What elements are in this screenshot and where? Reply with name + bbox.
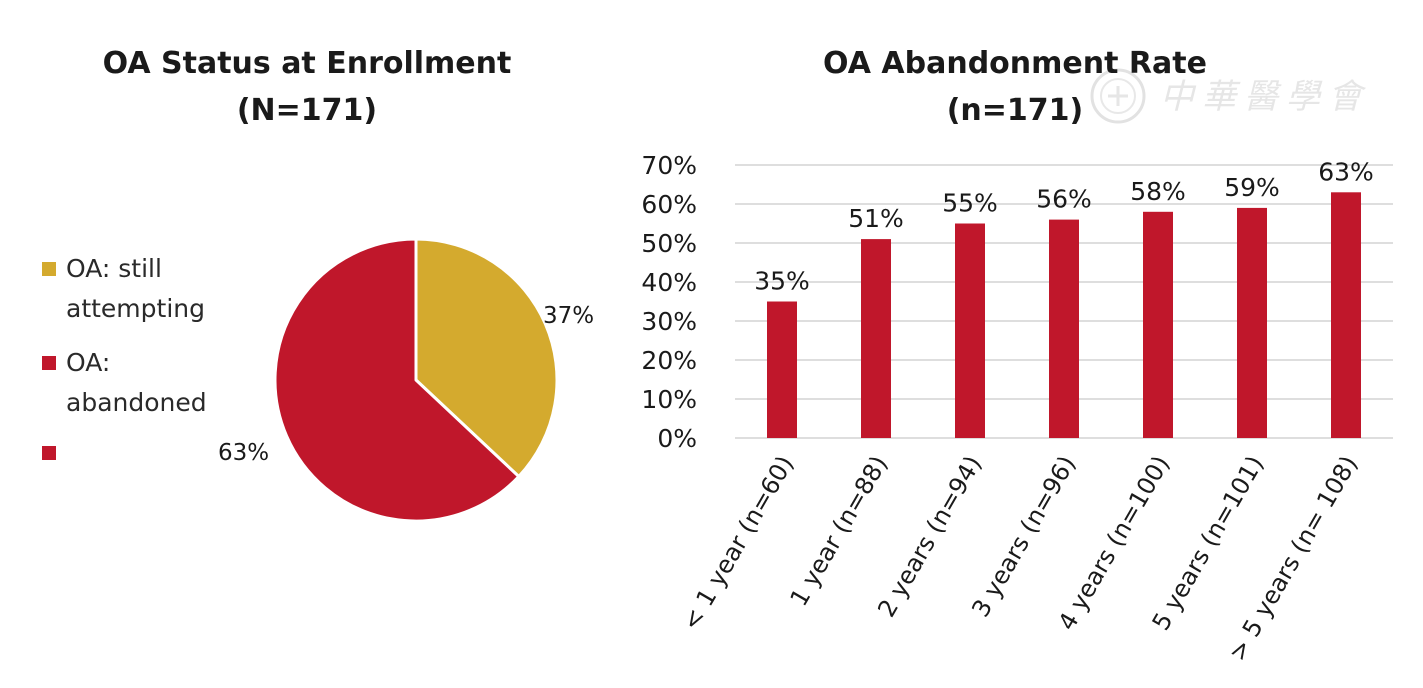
bar-data-label: 51%	[848, 204, 904, 233]
legend-swatch-abandoned	[42, 356, 56, 370]
bar-data-label: 35%	[754, 267, 810, 296]
bar-chart-title: OA Abandonment Rate	[823, 46, 1207, 81]
y-tick-label: 10%	[641, 385, 697, 414]
y-tick-label: 0%	[657, 424, 697, 453]
bar-chart: OA Abandonment Rate (n=171) 0% 10% 20% 30% 4…	[641, 46, 1393, 666]
bar-data-label: 63%	[1318, 157, 1374, 186]
pie-legend: OA: still attempting OA: abandoned	[42, 254, 207, 460]
bar-data-label: 58%	[1130, 177, 1186, 206]
y-tick-label: 60%	[641, 190, 697, 219]
legend-item-abandoned: OA: abandoned	[42, 348, 207, 417]
bar-data-label: 59%	[1224, 173, 1280, 202]
bar-data-label: 55%	[942, 189, 998, 218]
bar	[1049, 219, 1079, 438]
legend-swatch-unlabeled	[42, 446, 56, 460]
legend-label-still-attempting-line-2: attempting	[66, 294, 205, 323]
bar-chart-y-axis: 0% 10% 20% 30% 40% 50% 60% 70%	[641, 151, 697, 453]
bar-chart-data-labels: 35% 51% 55% 56% 58% 59% 63%	[754, 157, 1374, 295]
x-category-label: 2 years (n=94)	[872, 451, 987, 622]
x-category-label: 3 years (n=96)	[966, 451, 1081, 622]
y-tick-label: 20%	[641, 346, 697, 375]
pie-slices	[273, 237, 559, 523]
bar-chart-x-axis: < 1 year (n=60)1 year (n=88)2 years (n=9…	[677, 451, 1363, 666]
pie-slice-oa-still-attempting	[414, 237, 559, 479]
y-tick-label: 50%	[641, 229, 697, 258]
pie-chart-title: OA Status at Enrollment	[103, 46, 512, 81]
legend-swatch-still-attempting	[42, 262, 56, 276]
x-category-label: < 1 year (n=60)	[677, 451, 799, 635]
bar-chart-bars	[767, 192, 1361, 438]
bar-data-label: 56%	[1036, 185, 1092, 214]
pie-slice-oa-abandoned	[273, 237, 521, 523]
bar	[1331, 192, 1361, 438]
y-tick-label: 40%	[641, 268, 697, 297]
bar	[861, 239, 891, 438]
legend-label-abandoned-line-1: OA:	[66, 348, 110, 377]
bar	[1143, 211, 1173, 438]
pie-slice-label-still-attempting: 37%	[543, 303, 594, 329]
pie-chart-subtitle: (N=171)	[237, 93, 377, 128]
bar	[767, 301, 797, 438]
legend-item-still-attempting: OA: still attempting	[42, 254, 205, 323]
legend-label-still-attempting-line-1: OA: still	[66, 254, 162, 283]
legend-label-abandoned-line-2: abandoned	[66, 388, 207, 417]
legend-item-unlabeled	[42, 446, 56, 460]
x-category-label: 1 year (n=88)	[785, 451, 894, 611]
pie-slice-label-abandoned: 63%	[218, 440, 269, 466]
y-tick-label: 70%	[641, 151, 697, 180]
watermark-text: 中華醫學會	[1160, 77, 1370, 117]
watermark-seal-icon	[1090, 68, 1146, 124]
y-tick-label: 30%	[641, 307, 697, 336]
pie-chart: OA Status at Enrollment (N=171) 37% 63% …	[42, 46, 594, 523]
bar	[955, 223, 985, 438]
bar-chart-subtitle: (n=171)	[947, 93, 1084, 128]
bar	[1237, 207, 1267, 438]
watermark: 中華醫學會	[1090, 68, 1370, 124]
